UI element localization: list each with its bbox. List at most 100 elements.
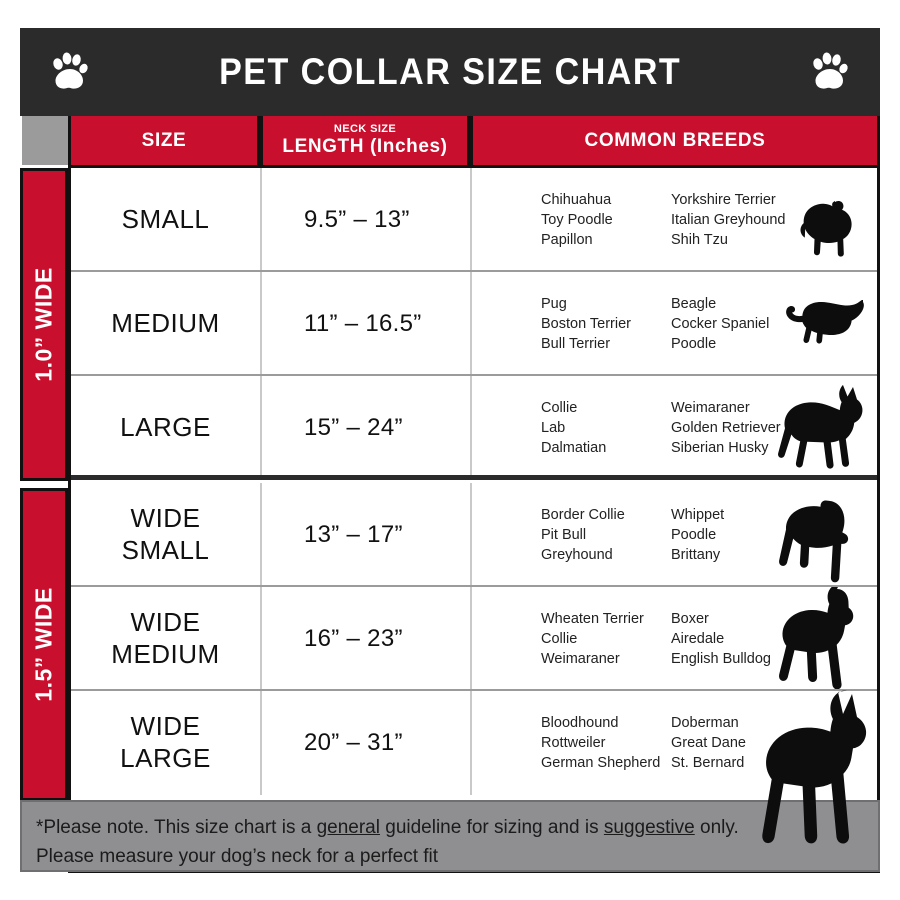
paw-print-icon <box>810 51 850 93</box>
breed-column-2: Weimaraner Golden Retriever Siberian Hus… <box>671 398 781 458</box>
size-line-1: MEDIUM <box>111 308 220 339</box>
breed-item: Boston Terrier <box>541 316 631 332</box>
breed-item: Doberman <box>671 715 739 731</box>
row-divider <box>71 585 877 587</box>
size-line-1: WIDE <box>130 503 201 534</box>
cell-size: WIDE MEDIUM <box>71 587 260 691</box>
breed-item: Poodle <box>671 527 717 543</box>
footer-line-2: Please measure your dog’s neck for a per… <box>36 845 439 867</box>
breed-item: Weimaraner <box>671 400 750 416</box>
cell-size: WIDE LARGE <box>71 691 260 795</box>
cell-breeds: Chihuahua Toy Poodle Papillon Yorkshire … <box>472 168 883 272</box>
column-header-length-label: LENGTH (Inches) <box>282 135 448 157</box>
breed-item: Boxer <box>671 611 709 627</box>
page-title: PET COLLAR SIZE CHART <box>218 51 682 92</box>
column-divider <box>470 376 472 480</box>
group-divider <box>71 475 877 480</box>
footer-underline-general: general <box>316 817 380 838</box>
table-corner-cell <box>22 116 68 165</box>
breed-item: German Shepherd <box>541 755 661 771</box>
cell-size: MEDIUM <box>71 272 260 376</box>
column-divider <box>470 483 472 587</box>
size-line-1: WIDE <box>130 711 201 742</box>
breed-column-1: Collie Lab Dalmatian <box>541 398 671 458</box>
breed-item: Yorkshire Terrier <box>671 192 776 208</box>
size-line-2: MEDIUM <box>111 639 220 669</box>
footer-note: *Please note. This size chart is a gener… <box>20 800 880 872</box>
column-divider <box>260 272 262 376</box>
breed-column-2: Whippet Poodle Brittany <box>671 505 724 565</box>
pet-collar-size-chart: PET COLLAR SIZE CHART 1.0” WIDE 1.5” WID… <box>20 28 880 873</box>
cell-length: 11” – 16.5” <box>304 310 422 337</box>
cell-length: 13” – 17” <box>304 521 403 548</box>
column-divider <box>470 691 472 795</box>
breed-item: Airedale <box>671 631 725 647</box>
column-divider <box>260 376 262 480</box>
row-divider <box>71 270 877 272</box>
breed-item: Weimaraner <box>541 651 620 667</box>
breed-item: Cocker Spaniel <box>671 316 770 332</box>
group-label-text: 1.0” WIDE <box>30 267 57 382</box>
column-divider <box>260 483 262 587</box>
cell-size: LARGE <box>71 376 260 480</box>
column-header-breeds-label: COMMON BREEDS <box>584 129 766 151</box>
table-header-row: SIZE NECK SIZE LENGTH (Inches) COMMON BR… <box>68 116 880 165</box>
table-row: WIDE LARGE 20” – 31” Bloodhound Rottweil… <box>71 691 877 795</box>
breed-column-1: Pug Boston Terrier Bull Terrier <box>541 294 671 354</box>
breed-item: Whippet <box>671 507 725 523</box>
cell-length: 16” – 23” <box>304 625 403 652</box>
breed-item: Siberian Husky <box>671 440 769 456</box>
breed-item: Wheaten Terrier <box>541 611 644 627</box>
breed-column-1: Border Collie Pit Bull Greyhound <box>541 505 671 565</box>
breed-column-1: Wheaten Terrier Collie Weimaraner <box>541 609 671 669</box>
breed-item: Bull Terrier <box>541 336 611 352</box>
breed-item: Border Collie <box>541 507 625 523</box>
group-label-1-5-wide: 1.5” WIDE <box>20 488 68 801</box>
breed-column-1: Chihuahua Toy Poodle Papillon <box>541 190 671 250</box>
breed-item: Golden Retriever <box>671 420 781 436</box>
breed-item: English Bulldog <box>671 651 771 667</box>
breed-column-2: Doberman Great Dane St. Bernard <box>671 713 746 773</box>
breed-column-1: Bloodhound Rottweiler German Shepherd <box>541 713 671 773</box>
breed-item: Pit Bull <box>541 527 587 543</box>
footer-text: only. <box>694 817 739 838</box>
breed-item: Rottweiler <box>541 735 606 751</box>
breed-item: St. Bernard <box>671 755 745 771</box>
breed-item: Toy Poodle <box>541 212 613 228</box>
paw-print-icon <box>50 51 90 93</box>
column-header-size-label: SIZE <box>141 129 187 151</box>
table-row: LARGE 15” – 24” Collie Lab Dalmatian Wei… <box>71 376 877 480</box>
column-divider <box>260 168 262 272</box>
cell-breeds: Bloodhound Rottweiler German Shepherd Do… <box>472 691 883 795</box>
cell-length: 20” – 31” <box>304 729 403 756</box>
size-line-1: WIDE <box>130 607 201 638</box>
column-header-length: NECK SIZE LENGTH (Inches) <box>260 116 470 165</box>
cell-breeds: Wheaten Terrier Collie Weimaraner Boxer … <box>472 587 883 691</box>
breed-item: Brittany <box>671 547 721 563</box>
table-body: SMALL 9.5” – 13” Chihuahua Toy Poodle Pa… <box>68 165 880 873</box>
breed-item: Italian Greyhound <box>671 212 786 228</box>
breed-item: Beagle <box>671 296 717 312</box>
breed-item: Greyhound <box>541 547 613 563</box>
row-divider <box>71 689 877 691</box>
size-line-2: LARGE <box>120 743 211 773</box>
column-divider <box>260 691 262 795</box>
footer-underline-suggestive: suggestive <box>603 817 695 838</box>
table-row: SMALL 9.5” – 13” Chihuahua Toy Poodle Pa… <box>71 168 877 272</box>
column-divider <box>470 168 472 272</box>
breed-item: Pug <box>541 296 567 312</box>
table-row: MEDIUM 11” – 16.5” Pug Boston Terrier Bu… <box>71 272 877 376</box>
breed-column-2: Beagle Cocker Spaniel Poodle <box>671 294 769 354</box>
cell-length: 15” – 24” <box>304 414 403 441</box>
footer-text: *Please note. This size chart is a <box>36 817 317 838</box>
size-line-1: SMALL <box>121 204 210 235</box>
footer-line-1: *Please note. This size chart is a gener… <box>36 817 739 838</box>
size-line-1: LARGE <box>120 412 211 443</box>
cell-length: 9.5” – 13” <box>304 206 410 233</box>
cell-breeds: Pug Boston Terrier Bull Terrier Beagle C… <box>472 272 883 376</box>
cell-size: WIDE SMALL <box>71 483 260 587</box>
size-line-2: SMALL <box>121 535 210 565</box>
column-divider <box>470 272 472 376</box>
cell-size: SMALL <box>71 168 260 272</box>
cell-breeds: Collie Lab Dalmatian Weimaraner Golden R… <box>472 376 883 480</box>
